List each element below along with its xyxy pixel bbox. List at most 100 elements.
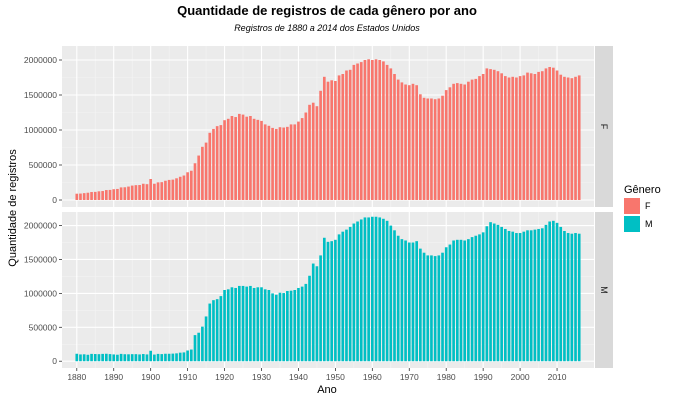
bar-f-2014 — [570, 78, 574, 200]
bar-f-1939 — [293, 124, 297, 200]
bar-f-1914 — [201, 146, 204, 200]
bar-m-1883 — [86, 354, 90, 362]
bar-m-1923 — [234, 287, 237, 362]
bar-m-1896 — [134, 354, 138, 362]
bar-f-1964 — [385, 64, 389, 201]
bar-f-1901 — [153, 183, 156, 200]
bar-m-1926 — [245, 286, 249, 362]
bar-m-1905 — [167, 353, 171, 362]
bar-m-1968 — [400, 239, 404, 362]
bar-f-1999 — [515, 77, 518, 200]
bar-f-1910 — [186, 172, 189, 200]
bar-m-1920 — [223, 290, 226, 362]
bar-f-1903 — [160, 182, 164, 200]
bar-m-1945 — [315, 266, 319, 362]
bar-m-1904 — [164, 353, 167, 362]
bar-f-1899 — [145, 184, 149, 200]
bar-f-1918 — [215, 126, 219, 200]
y-axis-title: Quantidade de registros — [7, 149, 19, 267]
bar-f-1941 — [300, 118, 304, 200]
bar-f-1935 — [278, 127, 282, 200]
bar-f-2006 — [540, 71, 544, 200]
bar-m-1956 — [356, 221, 359, 362]
facet-panel-m: 0 500000 1000000 1500000 2000000 M — [24, 212, 613, 368]
bar-f-1909 — [182, 175, 186, 200]
bar-m-1890 — [112, 354, 116, 362]
bar-f-2015 — [574, 76, 577, 200]
legend-key-f — [624, 198, 640, 214]
bar-f-1987 — [470, 79, 474, 200]
bar-m-1978 — [437, 255, 441, 362]
legend-label-m: M — [645, 219, 653, 229]
bar-m-1938 — [289, 290, 293, 362]
y-tick-label: 0 — [52, 195, 57, 205]
bar-f-1963 — [382, 61, 385, 201]
bar-m-1994 — [496, 224, 500, 362]
bar-m-1895 — [130, 354, 134, 362]
bar-m-1986 — [467, 239, 470, 362]
bar-m-1910 — [186, 350, 189, 362]
bar-f-1904 — [164, 180, 167, 200]
bar-f-1925 — [241, 114, 245, 200]
bar-m-1908 — [178, 352, 182, 362]
bar-f-1966 — [393, 74, 396, 200]
bar-f-1912 — [193, 163, 197, 200]
bar-m-1932 — [267, 290, 271, 362]
bar-f-1880 — [75, 193, 79, 200]
bar-m-1919 — [219, 296, 223, 362]
bar-m-1964 — [385, 220, 389, 362]
bar-m-1882 — [82, 354, 86, 362]
bar-f-1920 — [223, 120, 226, 200]
bar-m-1953 — [345, 229, 348, 362]
bar-f-1955 — [352, 64, 356, 201]
bar-m-1954 — [348, 226, 352, 362]
bar-m-1959 — [367, 217, 370, 362]
bar-m-1881 — [79, 354, 82, 362]
legend-key-m — [624, 216, 640, 232]
bars-f — [75, 59, 581, 201]
x-axis: 1880 1890 1900 1910 1920 1930 1940 1950 1960 1970… — [67, 368, 567, 382]
bar-f-2013 — [566, 77, 570, 200]
bar-f-1958 — [363, 60, 367, 200]
bar-m-1970 — [407, 242, 411, 362]
x-tick-label: 1940 — [289, 372, 308, 382]
bar-f-1995 — [500, 73, 503, 200]
bar-m-1996 — [504, 228, 507, 362]
bar-f-1969 — [404, 84, 407, 200]
bar-m-1951 — [337, 234, 341, 362]
bar-f-1902 — [156, 182, 160, 200]
bar-m-1974 — [422, 252, 426, 362]
bar-f-1917 — [212, 128, 215, 200]
x-tick-label: 2010 — [548, 372, 567, 382]
bar-m-1931 — [263, 289, 267, 362]
bar-f-1982 — [452, 83, 455, 200]
bar-m-1887 — [101, 353, 104, 362]
x-tick-label: 1880 — [67, 372, 86, 382]
bar-m-1992 — [489, 222, 492, 362]
y-tick-label: 0 — [52, 356, 57, 366]
y-tick-label: 1000000 — [24, 288, 57, 298]
bar-f-1924 — [238, 113, 241, 200]
bar-f-1952 — [341, 74, 345, 200]
bar-m-1939 — [293, 290, 297, 362]
bar-f-1892 — [119, 187, 123, 200]
x-tick-label: 1970 — [400, 372, 419, 382]
y-tick-label: 1500000 — [24, 90, 57, 100]
bar-m-1981 — [448, 244, 452, 362]
bar-f-1927 — [249, 116, 252, 200]
x-tick-label: 2000 — [511, 372, 530, 382]
bar-f-1975 — [426, 98, 430, 200]
bar-m-1948 — [326, 241, 330, 362]
bar-f-1950 — [334, 81, 337, 200]
bar-m-1984 — [459, 239, 463, 362]
bar-f-1889 — [108, 189, 112, 200]
bar-m-1973 — [419, 248, 422, 362]
bar-f-1991 — [485, 68, 489, 201]
bar-m-2008 — [548, 221, 551, 362]
bar-m-1987 — [470, 237, 474, 362]
bar-f-1930 — [260, 120, 263, 200]
bar-f-1932 — [267, 125, 271, 200]
bar-f-1897 — [138, 185, 141, 200]
bar-m-1940 — [297, 287, 300, 362]
facet-strip-label: F — [599, 124, 609, 130]
